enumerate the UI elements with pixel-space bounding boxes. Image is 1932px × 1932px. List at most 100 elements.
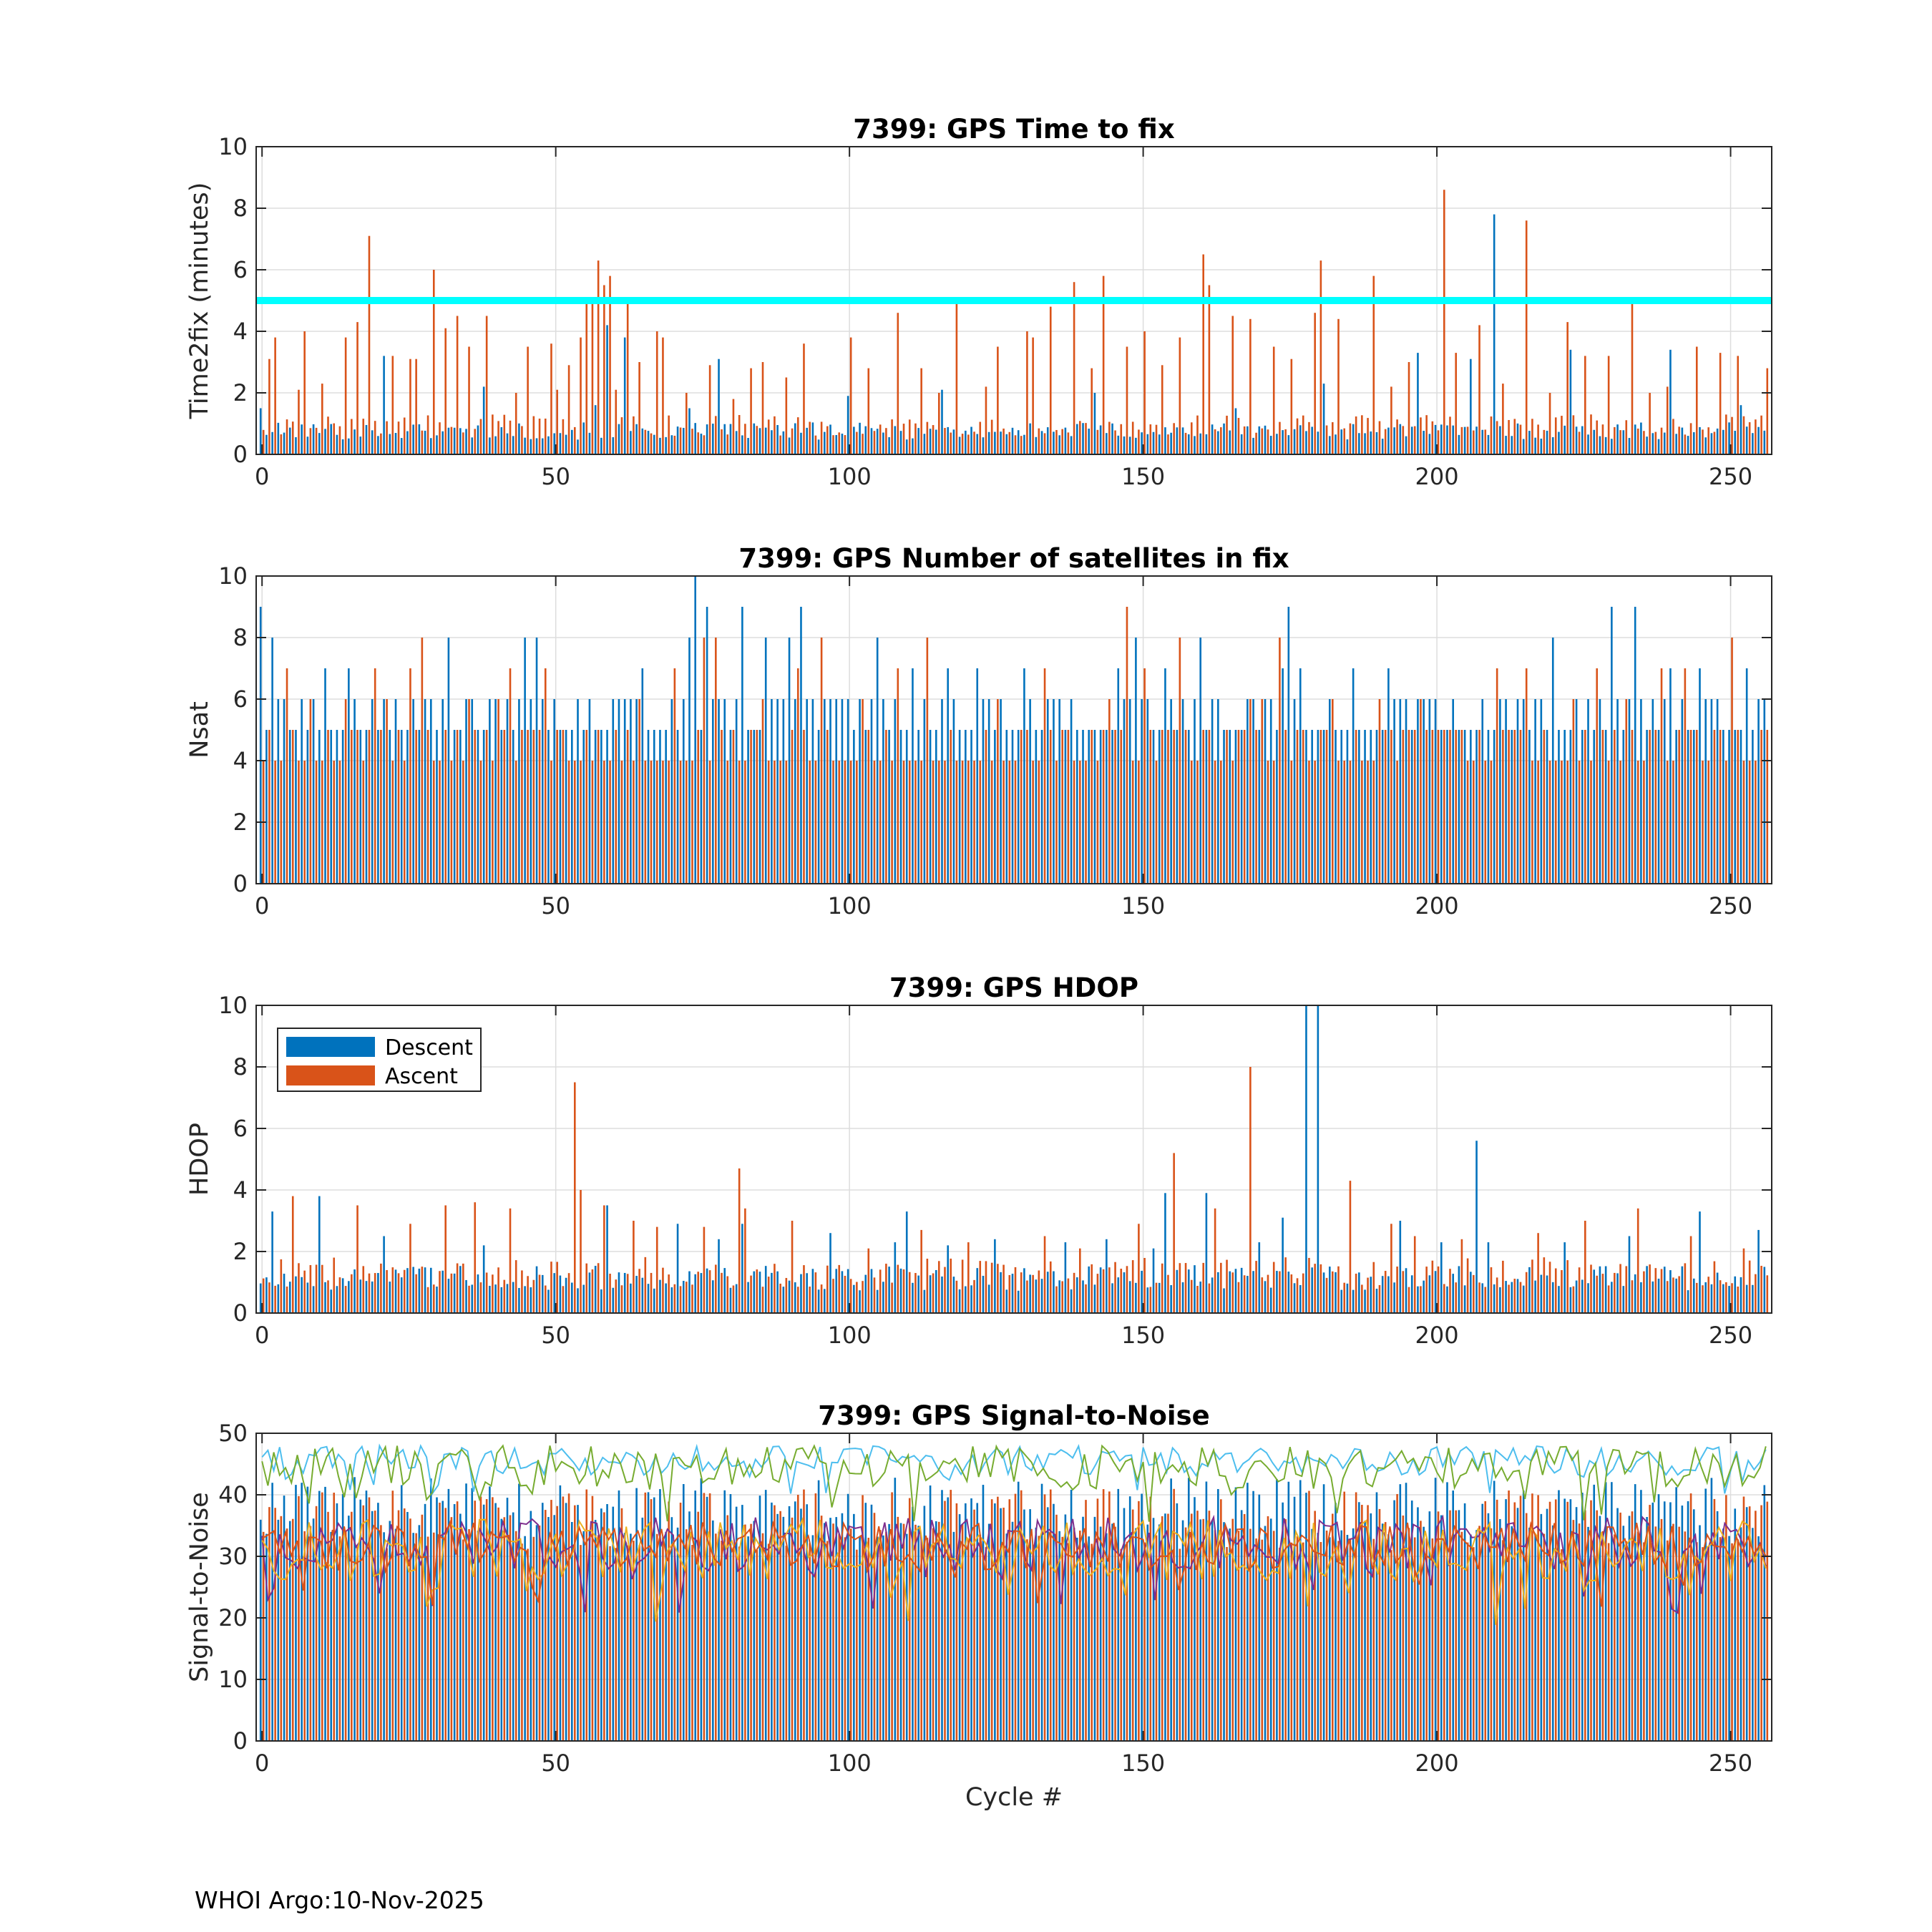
ascent-bar — [1325, 425, 1328, 454]
descent-bar — [1023, 668, 1025, 884]
y-axis-label: Signal-to-Noise — [185, 1492, 214, 1682]
ascent-bar — [708, 1270, 711, 1313]
ascent-bar — [338, 426, 341, 454]
descent-bar — [383, 1236, 385, 1313]
ascent-bar — [1607, 1543, 1610, 1741]
descent-bar — [853, 730, 855, 884]
ascent-bar — [1601, 730, 1604, 884]
ascent-bar — [503, 414, 506, 454]
descent-bar — [1622, 1526, 1625, 1741]
ascent-bar — [521, 730, 523, 884]
descent-bar — [371, 430, 374, 454]
descent-bar — [888, 1267, 890, 1313]
descent-bar — [1522, 1285, 1525, 1313]
ascent-bar — [1466, 1542, 1469, 1741]
ascent-bar — [1173, 1153, 1175, 1313]
descent-bar — [706, 1268, 708, 1313]
ascent-bar — [298, 1496, 300, 1741]
descent-bar — [676, 426, 679, 454]
ascent-bar — [1755, 419, 1757, 454]
ascent-bar — [450, 1517, 453, 1741]
descent-bar — [1405, 1483, 1407, 1741]
ascent-bar — [1319, 1541, 1322, 1741]
ascent-bar — [333, 761, 336, 884]
descent-bar — [888, 436, 890, 454]
descent-bar — [1000, 699, 1002, 884]
descent-bar — [623, 699, 626, 884]
ascent-bar — [879, 424, 882, 454]
ascent-bar — [856, 1282, 858, 1313]
descent-bar — [295, 436, 297, 454]
descent-bar — [1240, 434, 1243, 454]
descent-bar — [324, 1282, 326, 1313]
chart-title: 7399: GPS Number of satellites in fix — [738, 543, 1289, 574]
ascent-bar — [1596, 420, 1599, 454]
legend-label: Ascent — [385, 1064, 458, 1089]
descent-bar — [1692, 730, 1695, 884]
ascent-bar — [1085, 423, 1087, 454]
ascent-bar — [1279, 638, 1281, 884]
descent-bar — [1246, 699, 1249, 884]
ascent-bar — [832, 1523, 834, 1741]
descent-bar — [348, 1516, 350, 1741]
descent-bar — [1611, 1282, 1613, 1313]
ascent-bar — [990, 1499, 993, 1741]
descent-bar — [1740, 1277, 1742, 1313]
descent-bar — [424, 699, 426, 884]
ascent-bar — [286, 1528, 288, 1741]
ascent-bar — [902, 761, 905, 884]
ascent-bar — [1096, 429, 1099, 454]
descent-bar — [477, 1274, 479, 1313]
ascent-bar — [1407, 362, 1410, 454]
descent-bar — [406, 1512, 409, 1741]
descent-bar — [1599, 699, 1601, 884]
ascent-bar — [1643, 1271, 1645, 1313]
descent-bar — [1687, 436, 1689, 454]
descent-bar — [1675, 1278, 1677, 1313]
descent-bar — [982, 437, 985, 454]
ascent-bar — [738, 1546, 741, 1741]
ascent-bar — [1654, 1268, 1657, 1313]
descent-bar — [1752, 730, 1754, 884]
ascent-bar — [809, 761, 811, 884]
descent-bar — [306, 1486, 309, 1741]
ascent-bar — [574, 1505, 576, 1741]
ascent-bar — [1038, 428, 1040, 454]
descent-bar — [606, 730, 608, 884]
ascent-bar — [979, 761, 982, 884]
ascent-bar — [356, 1205, 358, 1313]
ascent-bar — [1643, 431, 1645, 454]
ascent-bar — [1502, 1540, 1504, 1741]
ascent-bar — [1049, 1489, 1052, 1741]
descent-bar — [1152, 431, 1155, 454]
ascent-bar — [761, 699, 764, 884]
ascent-bar — [1355, 416, 1357, 454]
descent-bar — [1505, 1281, 1507, 1313]
ascent-bar — [274, 1508, 276, 1741]
ascent-bar — [1384, 429, 1387, 454]
descent-bar — [494, 1284, 497, 1313]
ascent-bar — [1361, 1284, 1363, 1313]
descent-bar — [1252, 1491, 1254, 1741]
descent-bar — [571, 429, 573, 454]
descent-bar — [541, 1503, 544, 1741]
ascent-bar — [655, 1533, 658, 1741]
ascent-bar — [368, 1273, 371, 1313]
ascent-bar — [791, 428, 794, 454]
descent-bar — [1053, 1271, 1055, 1313]
ascent-bar — [932, 1273, 935, 1313]
descent-bar — [459, 428, 462, 454]
ascent-bar — [1055, 1514, 1058, 1741]
ascent-bar — [1725, 1282, 1727, 1313]
descent-bar — [1475, 426, 1478, 454]
ascent-bar — [1431, 421, 1434, 454]
ascent-bar — [732, 399, 735, 454]
ascent-bar — [1167, 434, 1169, 454]
descent-bar — [1563, 425, 1566, 454]
ascent-bar — [450, 1273, 453, 1313]
descent-bar — [1311, 1267, 1313, 1313]
ascent-bar — [1413, 426, 1416, 454]
descent-bar — [718, 699, 720, 884]
